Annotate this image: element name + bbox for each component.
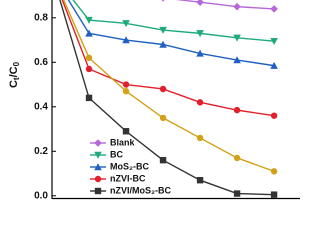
y-tick-label: 0.8 <box>34 12 48 23</box>
marker <box>122 128 130 135</box>
legend-label: BC <box>110 149 123 159</box>
marker <box>233 106 241 114</box>
marker <box>94 175 102 183</box>
marker <box>270 37 278 45</box>
marker <box>122 88 130 95</box>
marker <box>270 191 278 198</box>
series-line <box>61 0 275 117</box>
marker <box>233 190 241 197</box>
y-tick-label: 0.6 <box>34 57 48 68</box>
marker <box>122 20 130 28</box>
marker <box>233 154 241 162</box>
marker <box>233 34 241 42</box>
marker <box>196 30 204 38</box>
y-label-part: t <box>12 77 21 80</box>
marker <box>270 168 278 175</box>
marker <box>94 139 102 147</box>
marker <box>94 163 102 171</box>
marker <box>159 156 167 164</box>
chart: Ct/C0 0.0 0.2 0.4 0.6 0.8 Blank BC MoS₂-BC nZVI-… <box>8 0 300 200</box>
marker <box>94 151 102 159</box>
marker <box>196 99 204 106</box>
marker <box>270 5 278 13</box>
marker <box>85 54 93 62</box>
legend-label: nZVI/MoS₂-BC <box>110 185 171 195</box>
marker <box>233 56 241 64</box>
y-label-part: C <box>8 80 20 88</box>
y-tick-label: 0.4 <box>34 101 48 112</box>
marker <box>196 0 204 7</box>
marker <box>85 65 93 73</box>
marker <box>159 26 167 34</box>
marker <box>159 85 167 93</box>
marker <box>196 177 204 184</box>
marker <box>233 2 241 11</box>
y-axis-label: Ct/C0 <box>8 61 21 88</box>
y-label-part: /C <box>8 66 20 77</box>
marker <box>270 112 278 119</box>
marker <box>196 134 204 142</box>
marker <box>159 114 167 122</box>
plot-area <box>59 0 278 198</box>
marker <box>270 61 278 69</box>
marker <box>196 49 204 57</box>
legend-label: MoS₂-BC <box>110 161 149 171</box>
marker <box>159 40 167 48</box>
y-tick-label: 0.0 <box>34 190 48 200</box>
y-label-part: 0 <box>12 61 21 66</box>
marker <box>85 29 93 37</box>
legend-label: Blank <box>110 137 136 147</box>
marker <box>122 36 130 44</box>
legend-label: nZVI-BC <box>110 173 146 183</box>
marker <box>94 187 102 195</box>
series-line <box>72 0 275 42</box>
marker <box>122 81 130 88</box>
marker <box>85 94 93 102</box>
y-tick-label: 0.2 <box>34 146 48 157</box>
marker <box>85 16 93 24</box>
marker <box>161 0 165 2</box>
